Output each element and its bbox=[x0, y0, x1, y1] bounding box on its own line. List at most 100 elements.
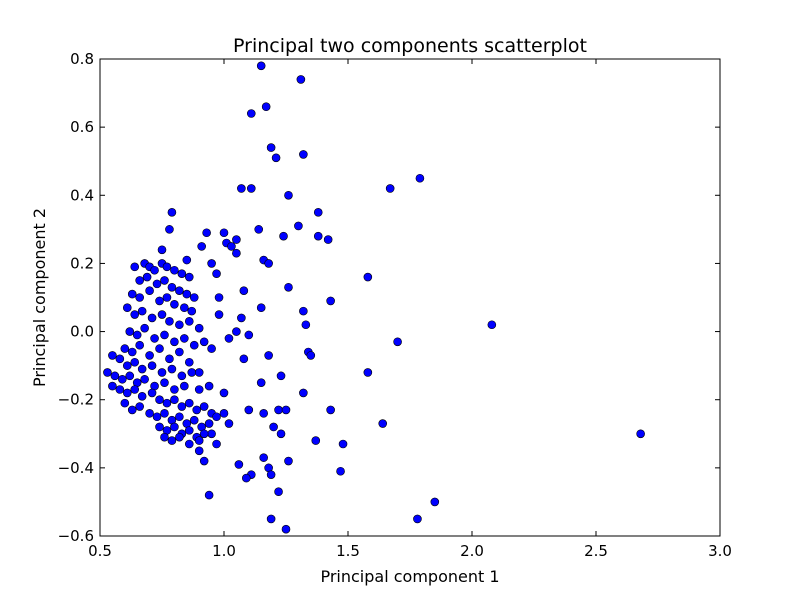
y-tick-label: −0.6 bbox=[58, 527, 94, 545]
data-point bbox=[175, 347, 184, 357]
data-point bbox=[385, 184, 395, 193]
data-point bbox=[162, 262, 172, 272]
data-point bbox=[313, 231, 323, 241]
data-point bbox=[108, 351, 117, 360]
data-point bbox=[202, 228, 211, 238]
x-axis-label: Principal component 1 bbox=[320, 567, 499, 586]
data-point bbox=[266, 143, 276, 152]
data-point bbox=[120, 344, 130, 353]
data-point bbox=[155, 296, 164, 306]
data-point bbox=[204, 490, 214, 500]
data-point bbox=[157, 245, 167, 255]
data-point bbox=[227, 242, 236, 251]
data-point bbox=[127, 347, 137, 357]
data-point bbox=[194, 385, 204, 394]
data-point bbox=[199, 429, 209, 439]
data-point bbox=[157, 310, 167, 319]
data-point bbox=[170, 265, 179, 275]
data-point bbox=[279, 231, 288, 241]
data-point bbox=[155, 422, 164, 432]
data-point bbox=[219, 409, 229, 418]
data-point bbox=[299, 388, 308, 398]
data-point bbox=[147, 313, 157, 323]
data-point bbox=[170, 300, 179, 309]
data-point bbox=[135, 276, 144, 285]
y-tick-label: 0.4 bbox=[70, 186, 94, 204]
data-point bbox=[167, 208, 177, 217]
data-point bbox=[137, 364, 147, 374]
data-point bbox=[157, 368, 167, 377]
data-point bbox=[244, 330, 254, 340]
data-point bbox=[246, 109, 256, 118]
data-point bbox=[160, 276, 169, 285]
data-point bbox=[170, 385, 179, 394]
data-point bbox=[120, 398, 130, 408]
data-point bbox=[212, 412, 221, 422]
data-point bbox=[299, 306, 308, 316]
data-point bbox=[184, 398, 194, 408]
data-point bbox=[197, 242, 206, 251]
data-point bbox=[244, 405, 254, 415]
x-tick-label: 2.0 bbox=[460, 542, 484, 560]
y-tick-label: 0.6 bbox=[70, 118, 94, 136]
data-point bbox=[207, 429, 216, 439]
data-point bbox=[130, 385, 140, 394]
y-tick-label: −0.2 bbox=[58, 391, 94, 409]
data-point bbox=[175, 412, 184, 422]
data-point bbox=[184, 317, 194, 326]
data-point bbox=[299, 150, 308, 159]
x-tick-label: 1.0 bbox=[212, 542, 236, 560]
data-point bbox=[199, 402, 209, 411]
data-point bbox=[207, 259, 216, 268]
data-point bbox=[180, 303, 189, 313]
data-point bbox=[207, 344, 216, 353]
data-point bbox=[311, 436, 321, 445]
data-point bbox=[326, 405, 335, 415]
data-point bbox=[135, 293, 144, 302]
data-point bbox=[323, 235, 333, 244]
data-point bbox=[122, 303, 132, 313]
data-point bbox=[266, 470, 276, 479]
data-point bbox=[415, 173, 425, 183]
data-point bbox=[160, 409, 169, 418]
data-point bbox=[189, 293, 199, 302]
y-axis-label: Principal component 2 bbox=[30, 208, 49, 387]
data-point bbox=[152, 279, 162, 289]
data-point bbox=[122, 361, 132, 370]
data-point bbox=[147, 361, 157, 370]
data-point bbox=[199, 337, 209, 347]
data-points bbox=[103, 61, 645, 534]
data-point bbox=[294, 221, 303, 231]
data-point bbox=[636, 429, 645, 439]
data-point bbox=[219, 228, 229, 238]
data-point bbox=[430, 497, 440, 507]
data-point bbox=[137, 306, 147, 316]
data-point bbox=[184, 439, 194, 449]
data-point bbox=[224, 334, 234, 343]
data-point bbox=[256, 303, 266, 313]
data-point bbox=[306, 351, 316, 360]
data-point bbox=[363, 368, 373, 377]
data-point bbox=[192, 405, 202, 415]
data-point bbox=[199, 456, 209, 466]
data-point bbox=[167, 436, 177, 445]
data-point bbox=[194, 446, 204, 456]
plot-frame bbox=[99, 58, 721, 537]
data-point bbox=[413, 514, 422, 524]
data-point bbox=[204, 419, 214, 428]
data-point bbox=[284, 282, 293, 292]
data-point bbox=[246, 184, 256, 193]
data-point bbox=[152, 412, 162, 422]
data-point bbox=[194, 368, 204, 377]
data-point bbox=[167, 282, 177, 292]
data-point bbox=[184, 272, 194, 282]
data-point bbox=[170, 395, 179, 405]
data-point bbox=[125, 327, 135, 336]
data-point bbox=[165, 354, 174, 364]
data-point bbox=[115, 354, 125, 364]
data-point bbox=[254, 225, 264, 234]
data-point bbox=[180, 381, 189, 391]
data-point bbox=[276, 429, 286, 439]
